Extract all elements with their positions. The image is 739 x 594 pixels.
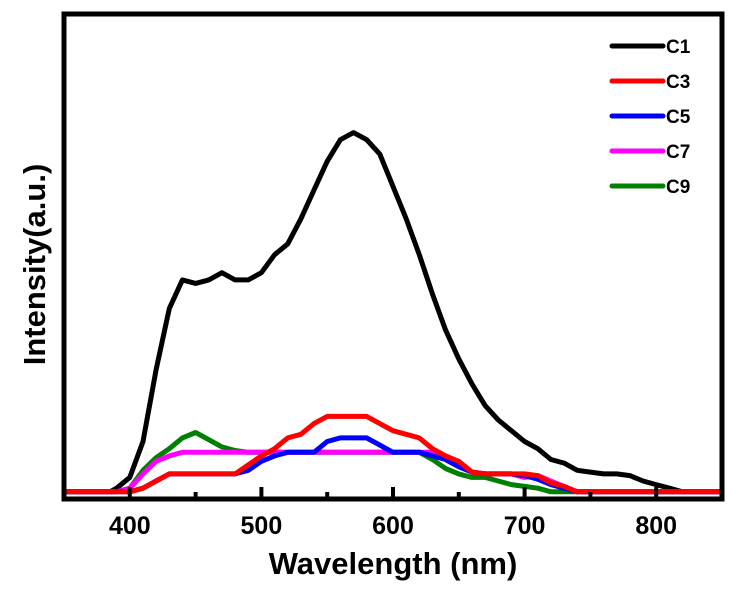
y-axis-title: Intensity(a.u.) — [17, 164, 52, 366]
plot-frame — [61, 11, 725, 502]
legend-item-c9: C9 — [609, 177, 690, 198]
x-axis-tick-labels: 400 500 600 700 800 — [109, 512, 677, 540]
legend-item-c1: C1 — [609, 37, 691, 58]
series-line-c1 — [61, 130, 725, 495]
series-line-c3 — [61, 413, 725, 495]
x-tick-label-600: 600 — [372, 512, 414, 540]
legend-label-c3: C3 — [666, 72, 690, 93]
x-tick-label-800: 800 — [635, 512, 677, 540]
x-tick-label-400: 400 — [109, 512, 151, 540]
x-tick-label-500: 500 — [241, 512, 283, 540]
legend: C1 C3 C5 C7 C9 — [609, 37, 691, 198]
legend-item-c5: C5 — [609, 107, 691, 128]
series-line-c7 — [61, 449, 725, 495]
series-layer — [61, 130, 725, 495]
x-axis-title: Wavelength (nm) — [269, 546, 518, 581]
legend-label-c9: C9 — [666, 177, 690, 198]
series-line-c5 — [61, 435, 725, 495]
series-line-c9 — [61, 430, 725, 495]
legend-item-c7: C7 — [609, 142, 690, 163]
legend-label-c7: C7 — [666, 142, 690, 163]
legend-label-c5: C5 — [666, 107, 691, 128]
legend-item-c3: C3 — [609, 72, 690, 93]
x-axis-ticks — [127, 487, 659, 499]
x-tick-label-700: 700 — [504, 512, 546, 540]
legend-label-c1: C1 — [666, 37, 691, 58]
